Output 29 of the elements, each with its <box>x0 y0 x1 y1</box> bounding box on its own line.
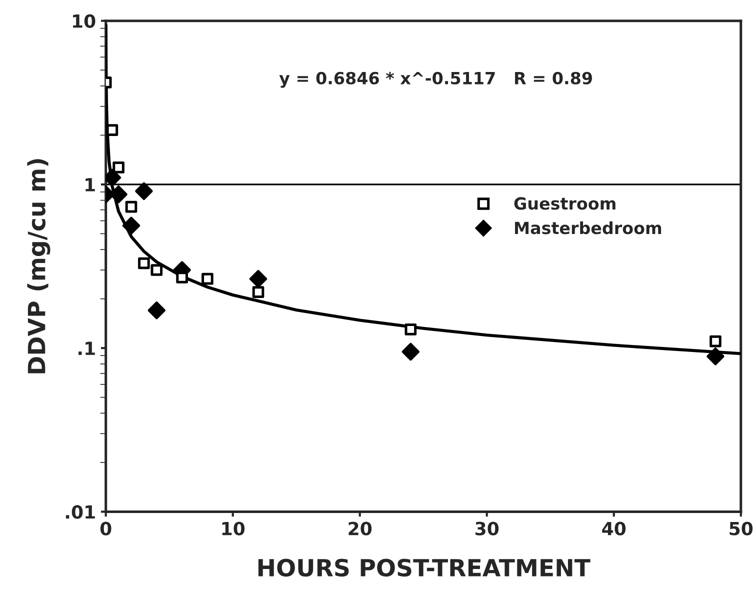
point <box>404 324 417 336</box>
legend-label: Masterbedroom <box>515 221 662 234</box>
x-tick-label: 40 <box>602 522 626 536</box>
y-axis-title: DDVP (mg/cu m) <box>27 159 50 374</box>
point <box>148 302 166 320</box>
x-tick-label: 20 <box>348 522 372 536</box>
y-tick-label: .1 <box>78 342 95 355</box>
point <box>125 200 138 213</box>
y-tick-label: 10 <box>73 14 96 28</box>
x-tick-label: 10 <box>222 522 245 536</box>
point <box>249 270 268 288</box>
point <box>138 257 150 270</box>
x-tick-label: 0 <box>100 522 112 536</box>
point <box>112 162 124 174</box>
point <box>135 182 153 200</box>
x-axis-title: HOURS POST-TREATMENT <box>258 558 590 577</box>
point <box>706 348 724 366</box>
legend-label: Guestroom <box>514 197 616 210</box>
y-tick-label: .01 <box>66 505 95 519</box>
point <box>252 286 264 298</box>
x-tick-label: 30 <box>476 522 499 536</box>
y-tick-label: 1 <box>86 178 95 192</box>
point <box>202 272 214 285</box>
x-tick-label: 50 <box>730 522 753 536</box>
point <box>150 264 163 276</box>
point <box>710 335 722 348</box>
point <box>122 216 140 235</box>
point <box>402 342 420 361</box>
annotation: y = 0.6846 * x^-0.5117 R = 0.89 <box>279 72 592 88</box>
